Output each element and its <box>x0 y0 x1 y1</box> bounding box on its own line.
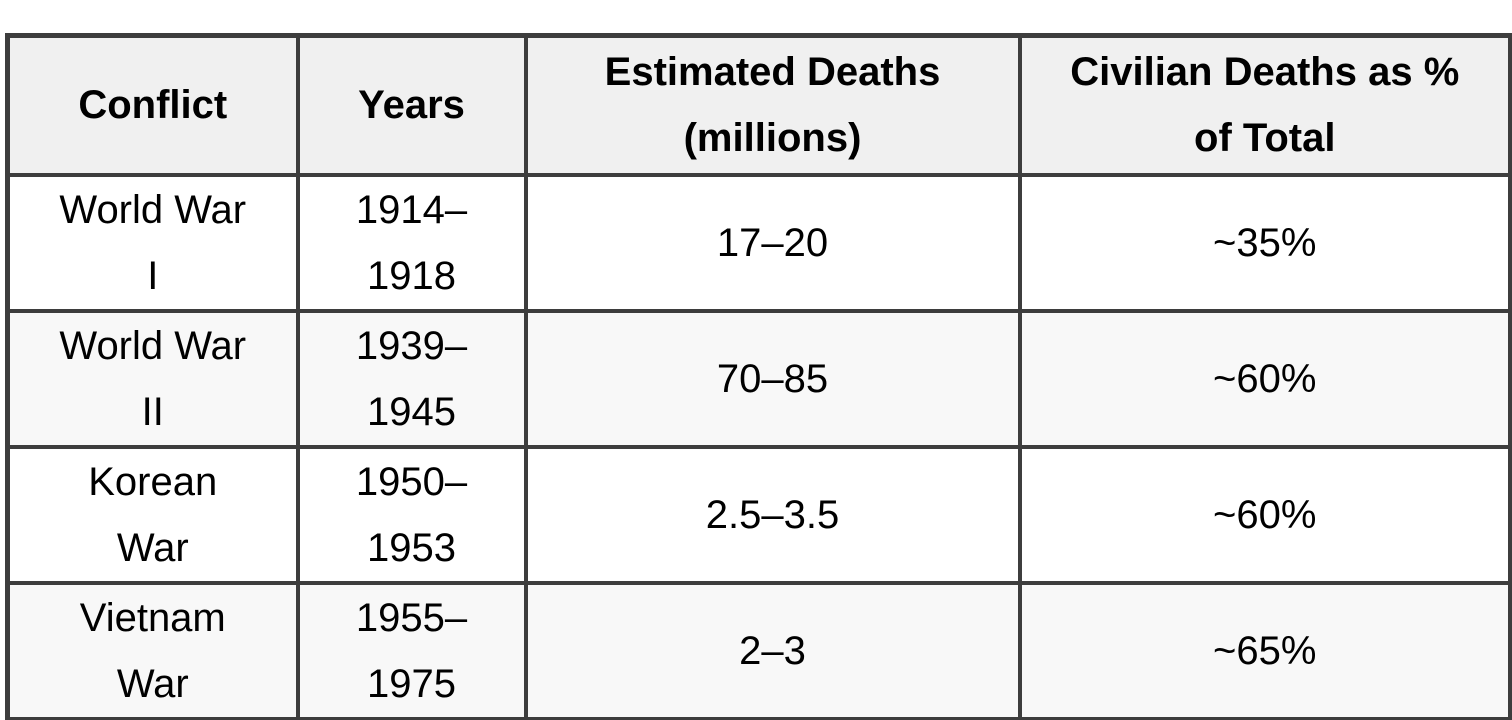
cell-conflict: Korean War <box>5 444 300 585</box>
cell-civilian-deaths: ~65% <box>1017 580 1512 720</box>
header-cell-civilian-deaths: Civilian Deaths as % of Total <box>1017 33 1512 177</box>
cell-years: 1950– 1953 <box>295 444 528 585</box>
cell-conflict: World War II <box>5 308 300 449</box>
table-row: World War I 1914– 1918 17–20 ~35% <box>5 172 1512 313</box>
header-cell-estimated-deaths: Estimated Deaths (millions) <box>523 33 1022 177</box>
cell-years: 1955– 1975 <box>295 580 528 720</box>
conflict-deaths-table: Conflict Years Estimated Deaths (million… <box>5 33 1512 720</box>
cell-civilian-deaths: ~60% <box>1017 444 1512 585</box>
cell-estimated-deaths: 2.5–3.5 <box>523 444 1022 585</box>
cell-conflict: Vietnam War <box>5 580 300 720</box>
cell-civilian-deaths: ~60% <box>1017 308 1512 449</box>
header-cell-conflict: Conflict <box>5 33 300 177</box>
table-row: Vietnam War 1955– 1975 2–3 ~65% <box>5 580 1512 720</box>
cell-years: 1914– 1918 <box>295 172 528 313</box>
cell-conflict: World War I <box>5 172 300 313</box>
cell-civilian-deaths: ~35% <box>1017 172 1512 313</box>
table-header-row: Conflict Years Estimated Deaths (million… <box>5 33 1512 177</box>
cell-years: 1939– 1945 <box>295 308 528 449</box>
cell-estimated-deaths: 17–20 <box>523 172 1022 313</box>
table-row: World War II 1939– 1945 70–85 ~60% <box>5 308 1512 449</box>
header-cell-years: Years <box>295 33 528 177</box>
cell-estimated-deaths: 2–3 <box>523 580 1022 720</box>
cell-estimated-deaths: 70–85 <box>523 308 1022 449</box>
table-row: Korean War 1950– 1953 2.5–3.5 ~60% <box>5 444 1512 585</box>
